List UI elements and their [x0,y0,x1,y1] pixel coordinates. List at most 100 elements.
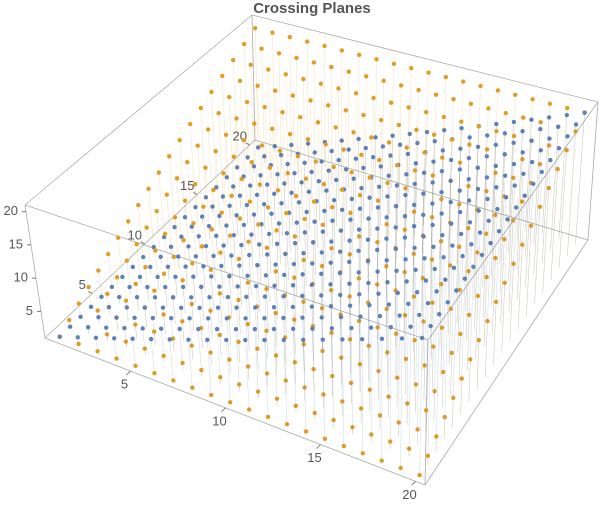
point [172,215,178,220]
point [475,165,480,170]
drop-line [303,253,306,315]
drop-line [404,259,406,365]
drop-line [142,328,146,356]
point [321,182,327,187]
drop-line [220,252,224,300]
point [180,278,185,283]
point [106,251,111,257]
drop-line [330,262,333,339]
point [215,305,221,310]
point [330,373,335,379]
drop-line [248,241,252,296]
point [462,276,468,281]
point [209,274,214,279]
point [425,300,431,306]
point [219,210,224,215]
point [459,376,464,381]
point [443,277,448,282]
drop-line [374,59,377,183]
box-edge [44,337,426,486]
drop-line [340,230,343,299]
drop-line [500,239,505,324]
point [431,132,437,137]
point [224,337,229,343]
y-tick [193,192,198,195]
drop-line [433,291,437,420]
drop-line [449,245,453,366]
point [298,115,303,120]
point [290,326,296,332]
point [336,86,341,91]
drop-line [482,156,488,259]
point [421,319,426,324]
point [245,273,250,278]
x-tick-label: 15 [307,450,321,465]
drop-line [233,235,236,262]
drop-line [430,224,433,329]
point [227,357,232,362]
point [406,105,411,110]
drop-line [541,138,550,263]
drop-line [517,244,523,329]
drop-line [542,187,550,293]
drop-line [550,126,559,251]
point [148,336,154,342]
point [294,220,300,225]
drop-line [316,201,318,248]
point [475,186,481,192]
point [403,186,408,191]
point [186,244,191,249]
drop-line [269,167,273,247]
point [190,385,195,390]
point [403,257,408,262]
point [160,305,166,310]
point [413,267,418,273]
drop-line [298,202,301,242]
point [300,315,305,320]
point [457,167,463,172]
drop-line [253,214,256,241]
drop-line [412,226,415,323]
point [339,207,345,213]
point [152,288,157,293]
point [439,168,445,174]
drop-line [360,316,362,423]
drop-line [228,317,232,345]
point [186,337,191,342]
point [284,210,289,216]
point [356,136,361,142]
point [393,225,398,230]
point [114,356,119,361]
point [451,395,456,401]
drop-line [516,117,524,241]
drop-line [508,164,515,282]
point [430,180,435,185]
point [301,251,306,256]
drop-line [482,198,488,318]
drop-line [168,156,175,228]
point [292,234,298,239]
point [292,317,297,322]
point [329,64,334,70]
drop-line [267,184,269,204]
point [565,134,570,139]
point [365,237,371,242]
point [477,230,483,235]
drop-line [447,202,451,306]
point [431,244,436,249]
point [411,202,417,208]
drop-line [239,265,242,306]
drop-line [157,276,160,291]
point [181,237,186,243]
point [415,427,420,432]
point [223,132,229,137]
point [484,231,489,236]
point [285,161,290,167]
point [375,282,380,287]
drop-line [154,297,158,318]
drop-line [302,339,307,432]
point [243,337,248,343]
point [185,159,190,165]
point [441,114,446,120]
drop-line [406,303,409,425]
